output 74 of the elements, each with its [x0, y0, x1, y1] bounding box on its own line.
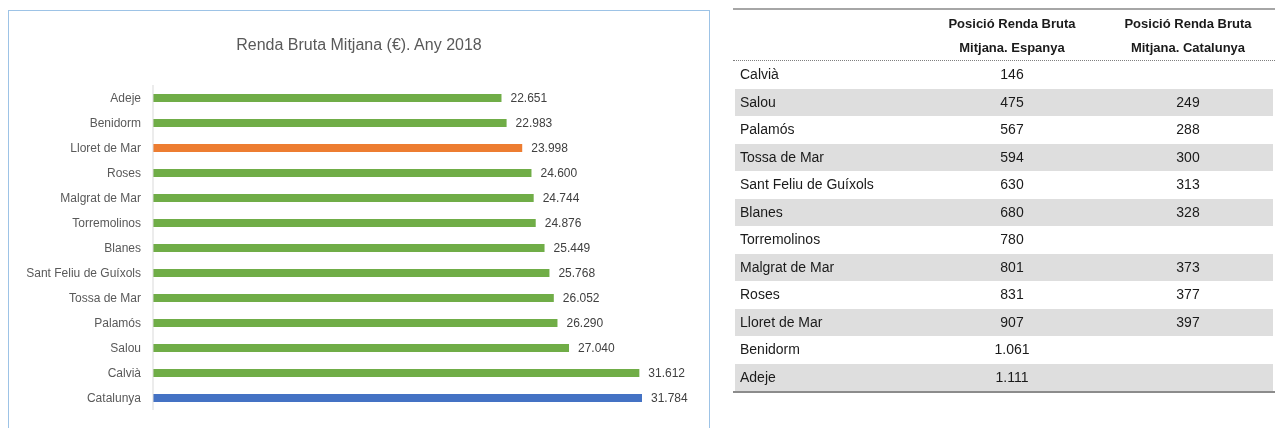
- data-label: 907: [999, 312, 1025, 332]
- data-label: 31.784: [651, 391, 689, 406]
- data-label: 373: [1175, 257, 1201, 277]
- data-label: 27.040: [578, 341, 616, 356]
- data-label: 780: [999, 230, 1025, 249]
- data-label: 25.768: [558, 266, 596, 281]
- bar: [153, 269, 550, 277]
- data-label: 26.290: [566, 316, 604, 331]
- category-label: Benidorm: [740, 341, 800, 357]
- data-label: 377: [1175, 285, 1201, 304]
- bar: [153, 394, 642, 402]
- data-label: 1.061: [993, 340, 1031, 359]
- text: Posició Renda Bruta Mitjana. Espanya: [948, 16, 1076, 55]
- category-label: Torremolinos: [740, 231, 821, 247]
- data-label: 22.983: [515, 116, 553, 131]
- y-tick-label: Sant Feliu de Guíxols: [26, 265, 141, 280]
- y-tick-label: Calvià: [107, 365, 142, 380]
- data-label: 24.876: [544, 216, 582, 231]
- y-tick-label: Roses: [106, 165, 141, 180]
- category-label: Malgrat de Mar: [740, 258, 835, 275]
- category-label: Lloret de Mar: [740, 313, 823, 330]
- bar: [153, 244, 545, 252]
- y-tick-label: Blanes: [104, 240, 141, 255]
- bar: [153, 144, 523, 152]
- data-label: 25.449: [553, 241, 591, 256]
- bar: [153, 344, 570, 352]
- data-label: 288: [1175, 120, 1201, 139]
- data-label: 249: [1175, 92, 1201, 112]
- y-tick-label: Salou: [110, 340, 141, 355]
- data-label: 630: [999, 175, 1025, 194]
- category-label: Tossa de Mar: [740, 148, 825, 165]
- bar: [153, 319, 558, 327]
- data-label: 831: [999, 285, 1025, 304]
- bar: [153, 169, 532, 177]
- data-label: 22.651: [510, 91, 548, 106]
- data-label: 567: [999, 120, 1025, 139]
- y-tick-label: Torremolinos: [72, 215, 141, 230]
- category-label: Adeje: [740, 368, 776, 385]
- data-label: 594: [999, 147, 1025, 167]
- data-label: 31.612: [648, 366, 686, 381]
- y-tick-label: Malgrat de Mar: [60, 190, 141, 205]
- category-label: Sant Feliu de Guíxols: [740, 176, 874, 192]
- y-tick-label: Benidorm: [89, 115, 141, 130]
- data-label: 328: [1175, 202, 1201, 222]
- category-label: Blanes: [740, 203, 783, 220]
- bar: [153, 369, 640, 377]
- data-label: 680: [999, 202, 1025, 222]
- category-label: Palamós: [740, 121, 795, 137]
- data-label: 24.744: [542, 191, 580, 206]
- data-label: 397: [1175, 312, 1201, 332]
- bar: [153, 219, 536, 227]
- data-label: 300: [1175, 147, 1201, 167]
- data-label: 313: [1175, 175, 1201, 194]
- data-label: 475: [999, 92, 1025, 112]
- category-label: Roses: [740, 286, 780, 302]
- y-tick-label: Adeje: [110, 90, 142, 105]
- chart-title: Renda Bruta Mitjana (€). Any 2018: [236, 36, 482, 53]
- data-label: 146: [999, 65, 1025, 84]
- data-label: 1.111: [994, 367, 1030, 387]
- y-tick-label: Catalunya: [86, 390, 142, 405]
- y-tick-label: Lloret de Mar: [70, 140, 141, 155]
- bar: [153, 194, 534, 202]
- data-label: 801: [999, 257, 1025, 277]
- text: Posició Renda Bruta Mitjana. Catalunya: [1124, 16, 1252, 55]
- y-tick-label: Palamós: [94, 315, 141, 330]
- data-label: 26.052: [562, 291, 600, 306]
- category-label: Calvià: [740, 66, 779, 82]
- data-label: 23.998: [531, 141, 569, 156]
- y-tick-label: Tossa de Mar: [68, 290, 141, 305]
- bar: [153, 94, 502, 102]
- category-label: Salou: [740, 93, 776, 110]
- bar: [153, 294, 554, 302]
- data-label: 24.600: [540, 166, 578, 181]
- bar: [153, 119, 507, 127]
